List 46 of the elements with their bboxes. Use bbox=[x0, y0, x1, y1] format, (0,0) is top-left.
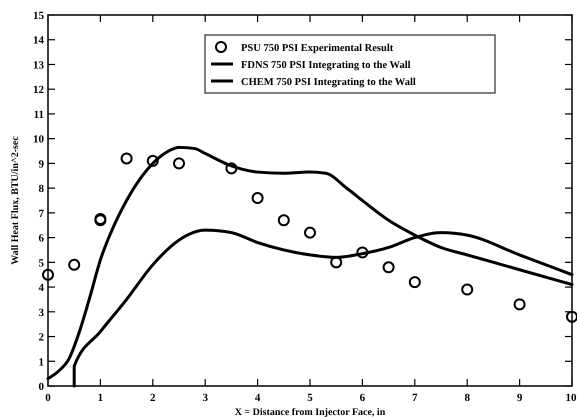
y-tick-label: 14 bbox=[33, 34, 44, 47]
x-tick-label: 5 bbox=[307, 392, 314, 404]
y-tick-label: 3 bbox=[38, 306, 44, 319]
x-tick-label: 7 bbox=[412, 392, 418, 404]
point bbox=[225, 162, 238, 174]
y-tick-label: 11 bbox=[34, 108, 44, 121]
y-tick-label: 0 bbox=[38, 381, 44, 393]
x-tick-label: 9 bbox=[516, 392, 523, 404]
x-tick-label: 2 bbox=[150, 392, 156, 404]
y-tick-label: 4 bbox=[38, 282, 44, 294]
y-tick-label: 5 bbox=[38, 257, 44, 270]
point bbox=[304, 226, 316, 239]
x-tick-label: 1 bbox=[98, 392, 104, 404]
y-tick-label: 6 bbox=[38, 232, 44, 245]
point bbox=[42, 268, 54, 281]
y-tick-label: 15 bbox=[33, 10, 44, 22]
x-tick-label: 4 bbox=[254, 392, 261, 404]
point bbox=[461, 284, 474, 296]
legend-label: CHEM 750 PSI Integrating to the Wall bbox=[241, 77, 416, 88]
point bbox=[278, 214, 290, 226]
y-axis-title: Wall Heat Flux, BTU/in^2-sec bbox=[10, 136, 21, 265]
point bbox=[173, 157, 185, 170]
x-tick-label: 3 bbox=[202, 392, 208, 404]
y-tick-label: 10 bbox=[33, 134, 44, 146]
point bbox=[514, 298, 526, 310]
y-tick-label: 12 bbox=[33, 84, 44, 96]
x-tick-label: 8 bbox=[464, 392, 470, 404]
x-tick-label: 6 bbox=[360, 392, 366, 404]
point bbox=[566, 310, 577, 323]
y-tick-label: 8 bbox=[38, 183, 44, 196]
y-tick-label: 7 bbox=[38, 208, 44, 220]
y-tick-label: 13 bbox=[33, 59, 44, 72]
legend-label: PSU 750 PSI Experimental Result bbox=[241, 43, 394, 54]
y-tick-label: 2 bbox=[38, 332, 44, 344]
x-axis-title: X = Distance from Injector Face, in bbox=[234, 407, 386, 417]
point bbox=[356, 246, 368, 258]
y-tick-label: 1 bbox=[38, 356, 44, 368]
x-tick-label: 10 bbox=[566, 392, 577, 404]
y-tick-label: 9 bbox=[38, 158, 44, 170]
point bbox=[146, 154, 159, 167]
point bbox=[408, 276, 421, 288]
point bbox=[252, 192, 264, 204]
point bbox=[382, 261, 395, 274]
point bbox=[68, 258, 80, 271]
point bbox=[120, 152, 133, 164]
legend-label: FDNS 750 PSI Integrating to the Wall bbox=[241, 60, 411, 71]
